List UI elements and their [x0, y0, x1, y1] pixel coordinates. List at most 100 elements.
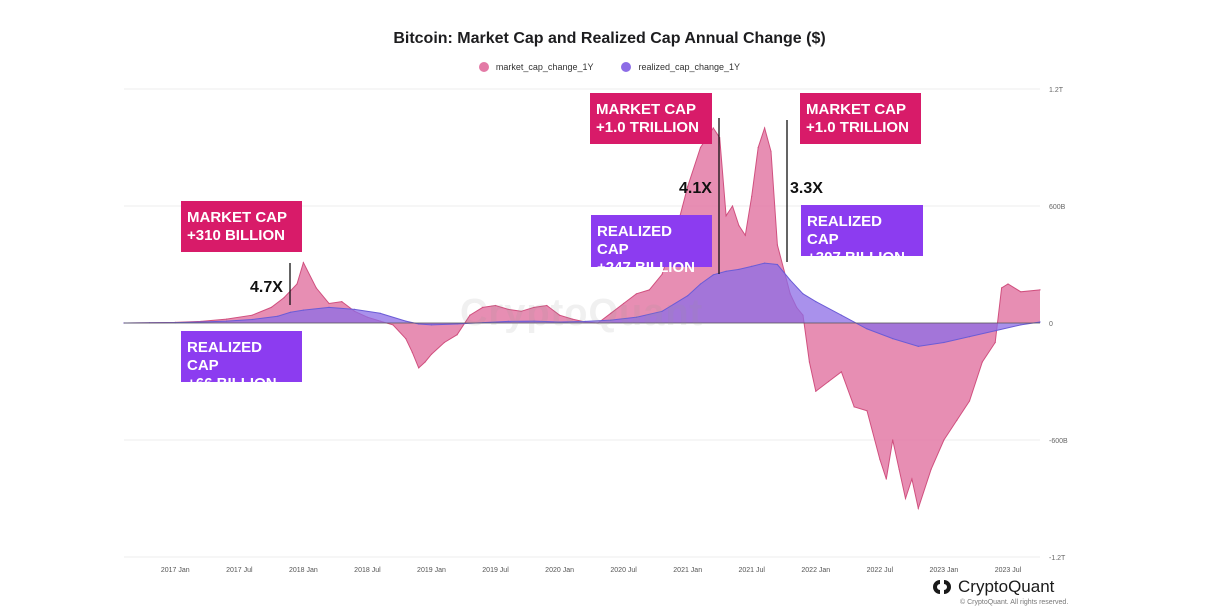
data-point-0: [885, 478, 887, 480]
data-point-0: [968, 400, 971, 402]
data-point-0: [328, 302, 330, 305]
data-point-1: [802, 293, 804, 295]
data-point-0: [296, 283, 298, 285]
data-point-1: [277, 315, 279, 317]
x-tick-label: 2023 Jan: [930, 567, 959, 574]
data-point-0: [751, 195, 753, 197]
cryptoquant-logo-icon: [933, 580, 951, 594]
y-tick-label: 600B: [1049, 204, 1066, 211]
x-tick-label: 2022 Jan: [801, 567, 830, 574]
data-point-0: [411, 351, 413, 353]
data-point-0: [494, 304, 497, 307]
data-point-0: [533, 306, 535, 308]
data-point-0: [424, 361, 426, 363]
data-point-0: [725, 215, 727, 217]
data-point-0: [738, 224, 740, 227]
data-point-1: [430, 324, 433, 326]
data-point-1: [892, 338, 894, 340]
data-point-1: [289, 311, 292, 313]
x-tick-label: 2017 Jul: [226, 567, 253, 574]
legend-item-market-cap[interactable]: market_cap_change_1Y: [478, 62, 594, 72]
callout-realized-cap-2017-line1: REALIZED CAP: [187, 339, 262, 374]
data-point-1: [302, 309, 304, 311]
data-point-0: [930, 468, 932, 470]
multiplier-2021a: 4.1X: [679, 180, 712, 197]
data-point-0: [251, 314, 253, 316]
data-point-0: [699, 146, 702, 149]
callout-market-cap-2021b-line1: MARKET CAP: [806, 101, 906, 118]
series-area-1: [124, 263, 1040, 347]
x-tick-label: 2020 Jul: [610, 567, 637, 574]
y-tick-label: -1.2T: [1049, 555, 1066, 562]
data-point-0: [764, 127, 766, 129]
data-point-1: [200, 321, 202, 323]
data-point-0: [757, 146, 759, 149]
data-point-1: [584, 320, 586, 322]
watermark: CryptoQuant: [460, 292, 704, 334]
data-point-0: [815, 390, 817, 392]
data-point-0: [808, 361, 811, 363]
data-point-1: [1039, 321, 1041, 323]
data-point-0: [559, 314, 561, 316]
data-point-1: [943, 341, 945, 344]
data-point-1: [738, 268, 740, 270]
callout-realized-cap-2017-line2: +66 BILLION: [187, 375, 277, 392]
data-point-1: [559, 321, 561, 323]
data-point-0: [1007, 283, 1009, 285]
data-point-0: [904, 497, 907, 500]
data-point-1: [789, 279, 791, 281]
data-point-0: [341, 301, 343, 303]
data-point-1: [405, 320, 407, 322]
data-point-1: [225, 320, 228, 322]
y-tick-label: -600B: [1049, 438, 1068, 445]
x-tick-label: 2018 Jan: [289, 567, 318, 574]
data-point-1: [866, 328, 868, 330]
callout-realized-cap-2021b-line1: REALIZED CAP: [807, 213, 882, 248]
data-point-0: [943, 439, 945, 441]
legend-label-realized-cap: realized_cap_change_1Y: [638, 62, 741, 72]
data-point-1: [712, 274, 714, 276]
y-tick-label: 0: [1049, 321, 1053, 328]
chart-title: Bitcoin: Market Cap and Realized Cap Ann…: [393, 30, 826, 47]
data-point-0: [283, 297, 285, 299]
data-point-1: [379, 312, 381, 314]
data-point-1: [635, 316, 638, 318]
x-tick-label: 2019 Jul: [482, 567, 509, 574]
data-point-0: [405, 338, 407, 340]
x-tick-label: 2019 Jan: [417, 567, 446, 574]
legend-dot-market-cap: [478, 62, 489, 72]
data-point-0: [469, 314, 471, 316]
data-point-0: [776, 244, 779, 246]
data-point-0: [744, 234, 746, 236]
x-tick-label: 2023 Jul: [995, 567, 1022, 574]
data-point-1: [917, 345, 919, 347]
brand-name: CryptoQuant: [958, 577, 1055, 596]
callout-realized-cap-2017: REALIZED CAP +66 BILLION: [181, 331, 302, 392]
data-point-0: [917, 507, 919, 509]
multiplier-2021b: 3.3X: [790, 180, 823, 197]
x-tick-label: 2018 Jul: [354, 567, 381, 574]
x-tick-label: 2020 Jan: [545, 567, 574, 574]
callout-market-cap-2021b: MARKET CAP +1.0 TRILLION: [800, 93, 921, 144]
data-point-1: [687, 295, 689, 297]
data-point-1: [968, 336, 971, 338]
data-point-0: [610, 312, 612, 314]
data-point-0: [392, 324, 394, 326]
callout-realized-cap-2021a-line2: +247 BILLION: [597, 259, 695, 276]
data-point-0: [770, 150, 772, 152]
legend-item-realized-cap[interactable]: realized_cap_change_1Y: [621, 62, 740, 72]
legend-label-market-cap: market_cap_change_1Y: [495, 62, 594, 72]
data-point-0: [571, 318, 574, 320]
data-point-1: [610, 319, 612, 321]
data-point-0: [828, 380, 830, 383]
data-point-0: [956, 419, 958, 422]
data-point-0: [430, 353, 433, 355]
data-point-0: [418, 367, 420, 369]
data-point-1: [251, 318, 253, 321]
data-point-1: [840, 314, 843, 316]
data-point-0: [482, 306, 484, 308]
data-point-0: [315, 287, 317, 289]
legend[interactable]: market_cap_change_1Y realized_cap_change…: [0, 62, 1219, 72]
data-point-0: [443, 341, 445, 344]
callout-market-cap-2017: MARKET CAP +310 BILLION: [181, 201, 302, 252]
